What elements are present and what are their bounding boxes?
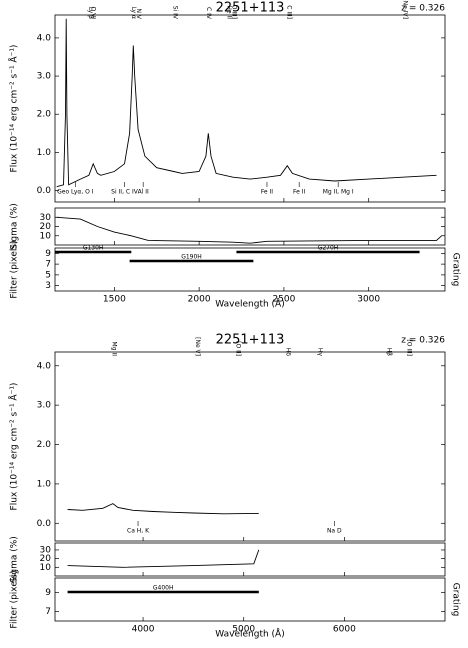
y-tick-label: 7 <box>45 260 51 270</box>
y-tick-label: 3.0 <box>37 72 52 82</box>
sigma-line <box>56 216 442 244</box>
y-tick-label: 10 <box>40 231 52 241</box>
y-tick-label: 9 <box>45 588 51 598</box>
sigma-frame <box>54 207 446 246</box>
y-tick-label: 20 <box>40 222 52 232</box>
redshift-annotation: z = 0.326 <box>401 4 445 14</box>
flux-line <box>56 18 437 188</box>
absorption-line-label: Fe II <box>261 189 273 196</box>
y-tick-label: 0.0 <box>37 519 52 529</box>
x-tick-label: 2000 <box>188 295 211 305</box>
absorption-line-label: Al II <box>138 189 149 196</box>
y-axis-label: Sigma (%) <box>10 203 20 250</box>
emission-line-label: Si IV <box>172 6 179 20</box>
emission-line-label: [Ne IV] <box>401 0 408 19</box>
y-tick-label: 0.0 <box>37 186 52 196</box>
emission-line-label: N V <box>135 9 142 20</box>
flux-line <box>67 503 259 515</box>
y-axis-label: Flux (10⁻¹⁴ erg cm⁻² s⁻¹ Å⁻¹) <box>8 45 20 173</box>
emission-line-label: He II <box>225 5 232 19</box>
grating-name: G190H <box>181 254 202 261</box>
x-tick-label: 6000 <box>333 625 356 635</box>
emission-line-label: Ly α <box>130 7 137 19</box>
y-tick-label: 2.0 <box>37 110 52 120</box>
grating-label: Grating <box>451 583 461 617</box>
chart-title: 2251+113 <box>216 333 285 348</box>
emission-line-label: C IV <box>205 7 212 20</box>
emission-line-label: O VI <box>90 6 97 19</box>
emission-line-label: [Ne V] <box>194 337 201 356</box>
y-tick-label: 10 <box>40 563 52 573</box>
y-axis-label: Sigma (%) <box>10 536 20 583</box>
emission-line-label: [O II] <box>234 341 241 356</box>
y-tick-label: 9 <box>45 249 51 259</box>
y-axis-label: Flux (10⁻¹⁴ erg cm⁻² s⁻¹ Å⁻¹) <box>8 383 20 511</box>
chart-title: 2251+113 <box>216 1 285 16</box>
y-tick-label: 5 <box>45 270 51 280</box>
emission-line-label: [O III] <box>405 339 412 356</box>
y-tick-label: 7 <box>45 607 51 617</box>
y-tick-label: 30 <box>40 545 52 555</box>
absorption-line-label: Geo Lyα, O I <box>57 189 94 196</box>
x-axis-label: Wavelength (Å) <box>215 628 284 640</box>
y-tick-label: 3.0 <box>37 401 52 411</box>
emission-line-label: Hδ <box>284 348 291 357</box>
emission-line-label: Hβ <box>386 348 393 357</box>
y-tick-label: 4.0 <box>37 361 52 371</box>
y-tick-label: 1.0 <box>37 148 52 158</box>
flux-frame <box>54 351 446 542</box>
absorption-line-label: Si II, C IV <box>111 189 139 196</box>
emission-line-label: Hγ <box>316 348 323 357</box>
y-tick-label: 20 <box>40 554 52 564</box>
emission-line-label: Ly β <box>87 7 94 19</box>
y-tick-label: 4.0 <box>37 33 52 43</box>
grating-name: G130H <box>83 245 104 252</box>
x-tick-label: 2500 <box>272 295 295 305</box>
y-tick-label: 2.0 <box>37 440 52 450</box>
y-tick-label: 3 <box>45 281 51 291</box>
grating-name: G270H <box>318 245 339 252</box>
redshift-annotation: z = 0.326 <box>401 336 445 346</box>
absorption-line-label: Ca H, K <box>127 528 150 535</box>
grating-label: Grating <box>451 253 461 287</box>
y-axis-label: Filter (pixels) <box>10 570 20 628</box>
x-tick-label: 4000 <box>132 625 155 635</box>
x-axis-label: Wavelength (Å) <box>215 298 284 310</box>
emission-line-label: O III] <box>231 5 238 19</box>
y-tick-label: 30 <box>40 213 52 223</box>
flux-frame <box>54 14 446 203</box>
sigma-line <box>67 549 260 568</box>
y-axis-label: Filter (pixels) <box>10 240 20 298</box>
x-tick-label: 1500 <box>103 295 126 305</box>
emission-line-label: Mg II <box>110 342 117 357</box>
x-tick-label: 5000 <box>232 625 255 635</box>
filter-frame <box>54 247 446 292</box>
absorption-line-label: Fe II <box>293 189 305 196</box>
y-tick-label: 1.0 <box>37 479 52 489</box>
emission-line-label: C III] <box>286 5 293 19</box>
absorption-line-label: Na D <box>327 528 342 535</box>
sigma-frame <box>54 542 446 577</box>
absorption-line-label: Mg II, Mg I <box>323 189 354 196</box>
filter-frame <box>54 577 446 622</box>
grating-name: G400H <box>153 585 174 592</box>
x-tick-label: 3000 <box>357 295 380 305</box>
